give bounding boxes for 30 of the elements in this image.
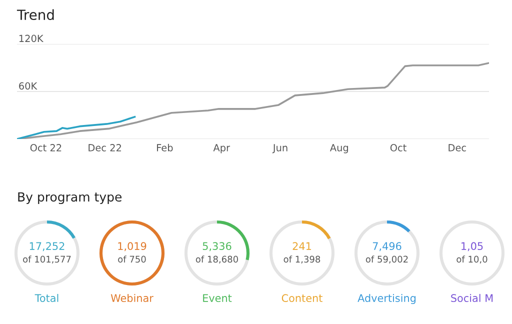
x-tick-label: Feb [157, 144, 173, 152]
x-tick-label: Aug [330, 144, 348, 154]
category-label: Advertising [358, 294, 416, 304]
x-tick-label: Oct 22 [30, 144, 62, 152]
x-tick-label: Oct [390, 144, 406, 152]
data-label: 241 [292, 242, 311, 250]
category-label: Webinar [110, 294, 154, 302]
data-label: 7,496 [372, 242, 402, 252]
text: of 18,680 [196, 256, 238, 264]
y-tick-label: 60K [19, 82, 38, 90]
data-label: 1,05 [462, 242, 483, 252]
category-label: Total [34, 294, 58, 302]
text: By program type [18, 192, 122, 204]
text: of 101,577 [23, 256, 71, 264]
chart-title: Trend [16, 9, 54, 20]
text: of 750 [118, 256, 146, 263]
data-label: 1,019 [118, 242, 146, 252]
y-tick-label: 120K [19, 34, 44, 42]
x-tick-label: Jun [272, 144, 288, 154]
category-label: Event [203, 294, 232, 302]
text: of 59,002 [366, 256, 408, 264]
data-label: 17,252 [30, 242, 64, 252]
text: of 10,0 [456, 256, 488, 264]
x-tick-label: Apr [213, 144, 230, 154]
x-tick-label: Dec 22 [88, 144, 121, 152]
data-label: 5,336 [202, 242, 232, 252]
category-label: Social M [451, 294, 493, 302]
category-label: Content [282, 294, 322, 302]
x-tick-label: Dec [448, 144, 466, 152]
text: of 1,398 [284, 256, 320, 264]
